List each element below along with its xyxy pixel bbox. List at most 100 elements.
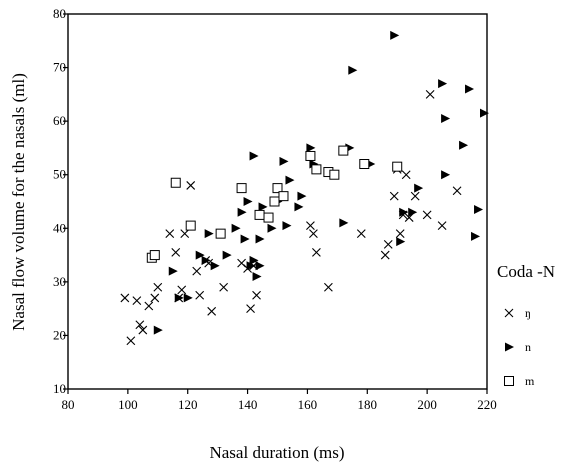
data-point bbox=[306, 143, 316, 153]
y-axis-label: Nasal flow volume for the nasals (ml) bbox=[9, 73, 28, 331]
data-point bbox=[222, 250, 232, 260]
data-point bbox=[144, 301, 154, 311]
legend: Coda -N ŋ n m bbox=[497, 262, 555, 388]
data-point bbox=[437, 221, 447, 230]
series-triangle-right bbox=[153, 30, 490, 335]
data-point bbox=[168, 266, 178, 276]
data-point bbox=[380, 250, 390, 260]
x-tick-label: 120 bbox=[178, 397, 198, 412]
data-point bbox=[177, 285, 187, 295]
data-point bbox=[338, 145, 349, 156]
x-axis-label: Nasal duration (ms) bbox=[209, 443, 344, 462]
data-point bbox=[425, 89, 435, 99]
data-point bbox=[153, 282, 163, 292]
data-point bbox=[210, 261, 220, 271]
data-point bbox=[171, 248, 181, 257]
y-tick-label: 80 bbox=[53, 6, 66, 21]
data-point bbox=[204, 229, 214, 239]
data-point bbox=[392, 161, 403, 172]
data-point bbox=[404, 213, 414, 222]
data-point bbox=[249, 151, 259, 161]
data-point bbox=[255, 234, 265, 244]
data-point bbox=[395, 229, 405, 239]
data-point bbox=[249, 255, 259, 265]
data-point bbox=[236, 183, 247, 194]
data-point bbox=[207, 306, 217, 316]
x-tick-label: 140 bbox=[238, 397, 258, 412]
data-point bbox=[219, 282, 229, 292]
plot-frame bbox=[67, 13, 488, 390]
data-point bbox=[306, 221, 315, 230]
data-point bbox=[348, 65, 358, 75]
data-point bbox=[339, 218, 349, 228]
data-point bbox=[255, 261, 265, 271]
series-square-open bbox=[146, 145, 403, 263]
data-point bbox=[149, 250, 160, 261]
data-point bbox=[180, 229, 190, 239]
data-point bbox=[282, 221, 292, 231]
data-point bbox=[389, 191, 399, 201]
data-point bbox=[170, 177, 181, 188]
data-point bbox=[120, 293, 130, 303]
data-point bbox=[240, 234, 250, 244]
data-point bbox=[401, 170, 411, 180]
y-tick-label: 60 bbox=[53, 113, 66, 128]
data-point bbox=[237, 207, 247, 217]
data-point bbox=[132, 296, 142, 305]
data-point bbox=[263, 212, 274, 223]
data-point bbox=[311, 164, 322, 175]
data-point bbox=[422, 210, 432, 220]
data-point bbox=[185, 220, 196, 231]
data-point bbox=[195, 290, 205, 300]
data-point bbox=[186, 181, 196, 190]
y-tick-label: 10 bbox=[53, 381, 66, 396]
data-point bbox=[246, 261, 256, 271]
x-tick-label: 180 bbox=[358, 397, 378, 412]
x-axis-ticks: 80 100 120 140 160 180 200 220 bbox=[62, 389, 497, 412]
data-point bbox=[272, 183, 283, 194]
data-point bbox=[252, 272, 262, 281]
data-point bbox=[452, 186, 462, 196]
data-point bbox=[408, 207, 418, 217]
y-axis-ticks: 10 20 30 40 50 60 70 80 bbox=[53, 6, 68, 396]
data-point bbox=[438, 79, 448, 89]
data-point bbox=[246, 304, 255, 314]
legend-label: n bbox=[525, 340, 531, 354]
data-point bbox=[195, 250, 205, 260]
data-point bbox=[390, 30, 400, 40]
data-point bbox=[459, 140, 469, 150]
data-point bbox=[183, 293, 193, 303]
data-point bbox=[294, 202, 304, 212]
legend-label: ŋ bbox=[525, 306, 531, 320]
y-tick-label: 70 bbox=[53, 60, 66, 75]
data-point bbox=[396, 237, 406, 247]
data-point bbox=[126, 336, 136, 346]
data-point bbox=[305, 150, 316, 161]
data-point bbox=[410, 191, 420, 201]
legend-entries: ŋ n m bbox=[504, 306, 535, 388]
data-point bbox=[153, 325, 163, 335]
legend-marker bbox=[504, 308, 514, 318]
data-point bbox=[441, 113, 451, 123]
legend-label: m bbox=[525, 374, 535, 388]
axes bbox=[67, 13, 488, 390]
data-point bbox=[201, 255, 211, 265]
x-tick-label: 200 bbox=[417, 397, 437, 412]
data-point bbox=[312, 248, 321, 257]
data-point bbox=[414, 183, 424, 193]
data-point bbox=[480, 108, 490, 118]
data-point bbox=[192, 266, 202, 276]
data-point bbox=[243, 197, 253, 206]
data-point bbox=[254, 209, 265, 220]
data-point bbox=[356, 229, 366, 239]
data-point bbox=[465, 84, 475, 94]
data-point bbox=[383, 239, 393, 249]
data-point bbox=[297, 191, 307, 201]
y-tick-label: 20 bbox=[53, 327, 66, 342]
data-point bbox=[231, 223, 241, 233]
data-point bbox=[474, 205, 484, 215]
y-tick-label: 40 bbox=[53, 220, 66, 235]
x-tick-label: 160 bbox=[298, 397, 318, 412]
data-point bbox=[359, 159, 370, 169]
data-point bbox=[309, 229, 318, 239]
